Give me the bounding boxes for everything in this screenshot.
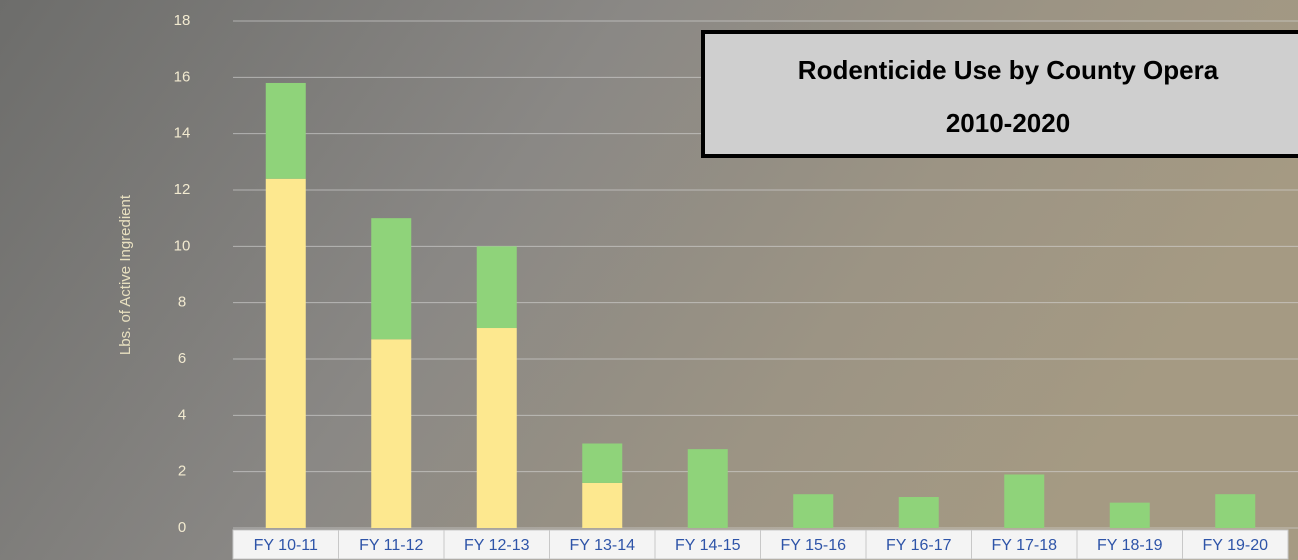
bar-segment [1110, 503, 1150, 528]
x-tick-label: FY 11-12 [359, 537, 423, 554]
chart: Lbs. of Active Ingredient 0 2 4 6 8 10 12 14 16 1… [0, 0, 1298, 560]
bar-segment [1215, 494, 1255, 528]
bar-segment [688, 449, 728, 528]
x-tick-label: FY 16-17 [886, 537, 952, 554]
bar-segment [266, 83, 306, 179]
x-tick-label: FY 10-11 [254, 537, 318, 554]
x-tick-label: FY 14-15 [675, 537, 741, 554]
y-tick-label: 12 [174, 181, 191, 198]
x-tick-label: FY 15-16 [780, 537, 846, 554]
y-tick-label: 18 [174, 12, 191, 29]
bar-segment [582, 444, 622, 483]
chart-title: Rodenticide Use by County Opera [798, 55, 1219, 85]
chart-subtitle: 2010-2020 [946, 108, 1070, 138]
x-tick-label: FY 19-20 [1202, 537, 1268, 554]
y-tick-label: 6 [178, 350, 186, 367]
y-tick-label: 16 [174, 68, 191, 85]
bar-segment [582, 483, 622, 528]
bar-segment [477, 246, 517, 328]
y-axis-label: Lbs. of Active Ingredient [117, 194, 134, 355]
x-tick-label: FY 17-18 [991, 537, 1057, 554]
bar-segment [371, 218, 411, 339]
bar-segment [793, 494, 833, 528]
y-tick-label: 0 [178, 519, 186, 536]
bar-segment [1004, 474, 1044, 528]
bar-segment [371, 339, 411, 528]
x-tick-label: FY 13-14 [569, 537, 635, 554]
x-tick-label: FY 18-19 [1097, 537, 1163, 554]
y-tick-label: 8 [178, 294, 186, 311]
y-tick-label: 2 [178, 463, 186, 480]
page: Lbs. of Active Ingredient 0 2 4 6 8 10 12 14 16 1… [0, 0, 1298, 560]
bar-segment [266, 179, 306, 528]
bar-segment [899, 497, 939, 528]
bar-segment [477, 328, 517, 528]
y-tick-label: 14 [174, 125, 191, 142]
x-tick-label: FY 12-13 [464, 537, 530, 554]
y-tick-label: 10 [174, 237, 191, 254]
y-tick-label: 4 [178, 406, 186, 423]
